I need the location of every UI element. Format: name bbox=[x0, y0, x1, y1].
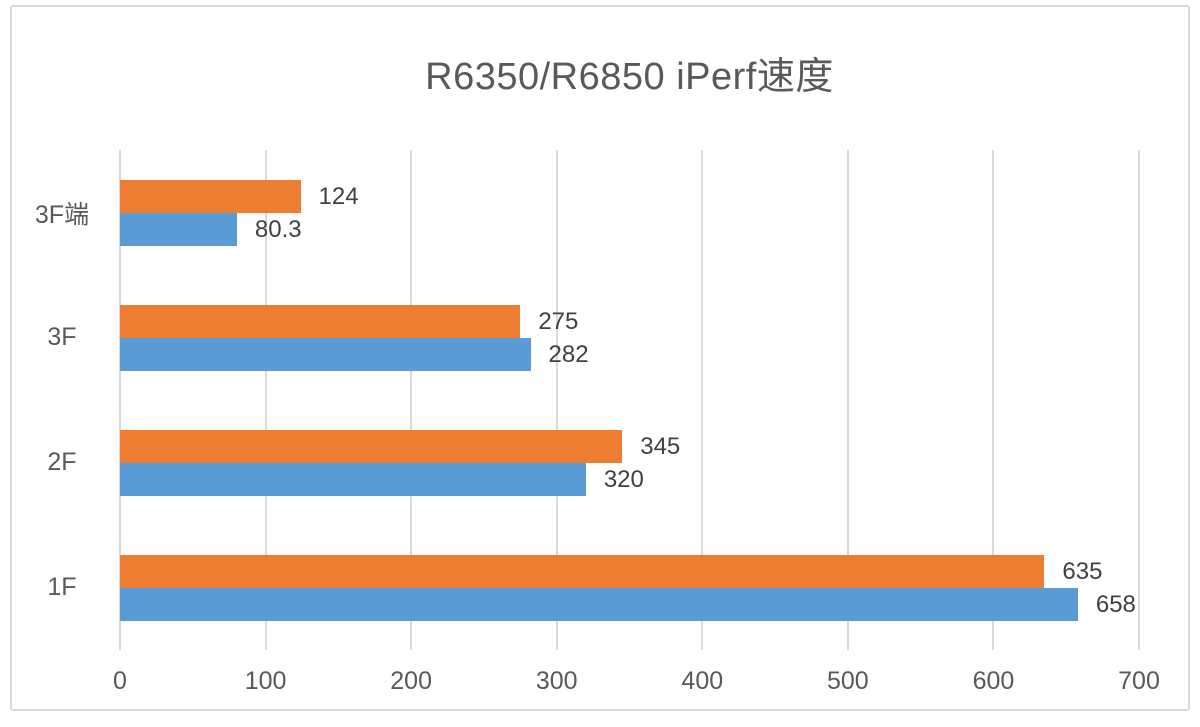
category-label-2F: 2F bbox=[47, 448, 77, 476]
chart-title: R6350/R6850 iPerf速度 bbox=[425, 56, 834, 98]
data-label-3F端-orange-series: 124 bbox=[318, 182, 359, 210]
category-label-3F端: 3F端 bbox=[34, 200, 90, 229]
x-tick-label-500: 500 bbox=[826, 667, 869, 695]
category-axis: 3F端 3F 2F 1F bbox=[12, 150, 112, 650]
x-tick-label-700: 700 bbox=[1118, 667, 1160, 695]
x-tick-label-200: 200 bbox=[390, 667, 432, 695]
chart-frame: R6350/R6850 iPerf速度 124 80.3 275 282 345 320 6… bbox=[10, 5, 1190, 711]
data-label-2F-orange-series: 345 bbox=[640, 432, 681, 460]
data-label-3F-orange-series: 275 bbox=[538, 307, 579, 335]
orange-series-bar-3F bbox=[120, 304, 521, 338]
blue-series-bar-3F端 bbox=[120, 212, 237, 246]
blue-series-bar-2F bbox=[120, 462, 586, 496]
x-axis: 0 100 200 300 400 500 600 700 bbox=[113, 667, 1160, 707]
orange-series-bar-1F bbox=[120, 554, 1045, 588]
gridline-200 bbox=[410, 150, 413, 650]
data-label-1F-orange-series: 635 bbox=[1062, 557, 1103, 585]
data-label-2F-blue-series: 320 bbox=[603, 465, 644, 493]
x-tick-label-300: 300 bbox=[535, 667, 578, 695]
category-label-1F: 1F bbox=[47, 573, 77, 601]
gridline-600 bbox=[992, 150, 995, 650]
gridline-300 bbox=[555, 150, 558, 650]
gridline-0 bbox=[119, 150, 121, 650]
orange-series-bar-2F bbox=[120, 429, 623, 463]
gridline-700 bbox=[1138, 150, 1140, 650]
gridline-400 bbox=[701, 150, 704, 650]
x-tick-label-100: 100 bbox=[244, 667, 287, 695]
orange-series-bar-3F端 bbox=[120, 179, 301, 213]
blue-series-bar-3F bbox=[120, 337, 531, 371]
category-label-3F: 3F bbox=[47, 323, 77, 351]
gridline-500 bbox=[846, 150, 849, 650]
x-tick-label-400: 400 bbox=[681, 667, 724, 695]
data-label-3F-blue-series: 282 bbox=[548, 340, 589, 368]
data-label-1F-blue-series: 658 bbox=[1095, 590, 1136, 618]
gridline-100 bbox=[264, 150, 267, 650]
data-label-3F端-blue-series: 80.3 bbox=[254, 215, 302, 243]
blue-series-bar-1F bbox=[120, 587, 1078, 621]
x-tick-label-0: 0 bbox=[113, 667, 127, 695]
plot-area: 124 80.3 275 282 345 320 635 658 bbox=[119, 150, 1140, 650]
x-tick-label-600: 600 bbox=[972, 667, 1015, 695]
